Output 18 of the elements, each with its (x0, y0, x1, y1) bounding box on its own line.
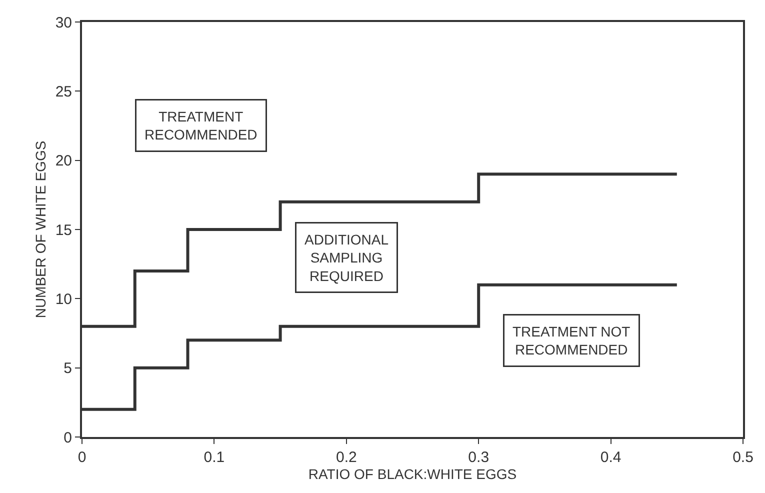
annotation: ADDITIONAL SAMPLING REQUIRED (304, 232, 389, 284)
x-tick-label: 0.3 (468, 449, 490, 466)
y-tick-label: 10 (55, 290, 72, 308)
x-tick-label: 0.1 (204, 449, 225, 466)
x-tick-label: 0 (78, 449, 86, 466)
annotation: TREATMENT RECOMMENDED (144, 108, 258, 143)
y-tick-label: 25 (55, 83, 72, 100)
y-tick-label: 15 (55, 222, 72, 239)
x-axis-title: RATIO OF BLACK:WHITE EGGS (308, 466, 517, 482)
x-tick-label: 0.4 (600, 449, 622, 466)
y-tick-label: 20 (55, 152, 72, 170)
y-tick-label: 30 (55, 14, 72, 32)
annotation: TREATMENT NOT RECOMMENDED (512, 324, 631, 358)
x-tick-label: 0.2 (336, 449, 357, 466)
x-tick-label: 0.5 (732, 449, 754, 466)
y-tick-label: 0 (64, 429, 72, 446)
y-axis-title: NUMBER OF WHITE EGGS (32, 140, 48, 318)
y-tick-label: 5 (64, 360, 72, 378)
